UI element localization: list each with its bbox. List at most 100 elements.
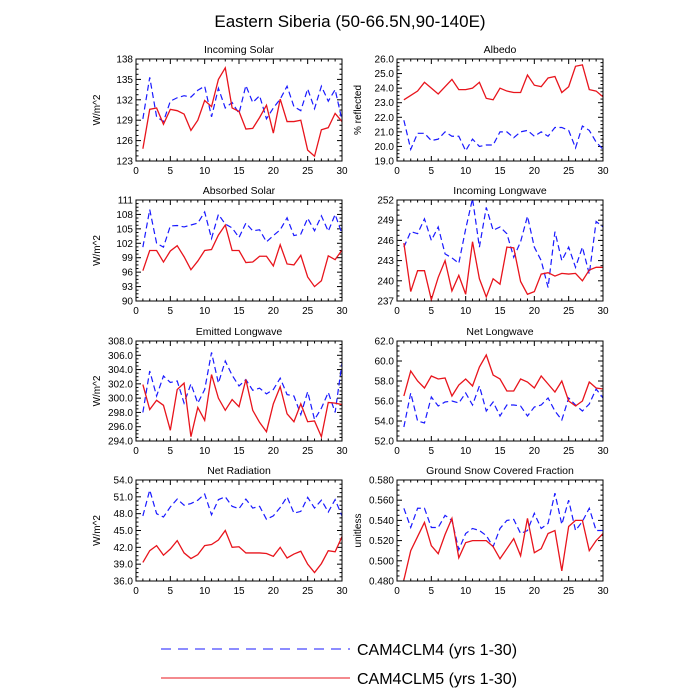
plot-frame: [396, 479, 604, 582]
panel-title: Emitted Longwave: [196, 326, 283, 338]
x-tick-label: 10: [460, 306, 472, 317]
plot-frame: [135, 199, 343, 302]
y-tick-label: 58.0: [375, 377, 395, 388]
series-line-cam4clm5: [142, 65, 343, 158]
x-tick-label: 10: [460, 166, 472, 177]
y-tick-label: 0.500: [369, 556, 394, 567]
y-tick-label: 298.0: [108, 408, 133, 419]
legend-label-cam4clm4: CAM4CLM4 (yrs 1-30): [357, 642, 517, 659]
x-tick-label: 25: [302, 446, 314, 457]
y-tick-label: 123: [116, 157, 133, 168]
x-tick-label: 5: [429, 306, 435, 317]
x-tick-label: 15: [233, 166, 245, 177]
x-tick-label: 0: [133, 306, 139, 317]
y-tick-label: 19.0: [375, 157, 395, 168]
x-tick-label: 20: [268, 586, 280, 597]
y-tick-label: 93: [122, 282, 134, 293]
x-tick-label: 30: [597, 166, 609, 177]
y-tick-label: 99: [122, 253, 134, 264]
y-tick-label: 54.0: [375, 417, 395, 428]
series-line-cam4clm4: [403, 384, 604, 428]
panel-ground-snow-covered-fraction: Ground Snow Covered Fraction unitless 0.48…: [353, 465, 609, 597]
y-tick-label: 36.0: [114, 577, 134, 588]
y-tick-label: 0.560: [369, 496, 394, 507]
panel-title: Net Longwave: [466, 326, 533, 338]
y-tick-label: 129: [116, 116, 133, 127]
x-tick-label: 15: [494, 166, 506, 177]
x-tick-label: 15: [494, 446, 506, 457]
y-tick-label: 102: [116, 239, 133, 250]
y-tick-label: 23.0: [375, 98, 395, 109]
y-axis-label: W/m^2: [92, 235, 103, 266]
x-tick-label: 25: [302, 586, 314, 597]
y-tick-label: 252: [377, 196, 394, 207]
y-tick-label: 132: [116, 95, 133, 106]
x-tick-label: 20: [529, 166, 541, 177]
x-tick-label: 0: [133, 586, 139, 597]
x-tick-label: 10: [199, 166, 211, 177]
series-line-cam4clm4: [142, 352, 343, 422]
y-tick-label: 22.0: [375, 113, 395, 124]
x-tick-label: 20: [529, 586, 541, 597]
x-tick-label: 20: [529, 306, 541, 317]
series-line-cam4clm4: [142, 209, 343, 249]
y-tick-label: 126: [116, 136, 133, 147]
x-tick-label: 30: [336, 586, 348, 597]
panel-title: Absorbed Solar: [203, 185, 276, 197]
x-tick-label: 0: [394, 586, 400, 597]
x-tick-label: 20: [268, 446, 280, 457]
x-tick-label: 20: [268, 306, 280, 317]
x-tick-label: 5: [168, 306, 174, 317]
x-tick-label: 0: [133, 166, 139, 177]
y-axis-label: unitless: [353, 514, 364, 548]
x-tick-label: 30: [336, 446, 348, 457]
x-tick-label: 25: [563, 446, 575, 457]
y-tick-label: 240: [377, 276, 394, 287]
y-tick-label: 246: [377, 236, 394, 247]
y-tick-label: 302.0: [108, 379, 133, 390]
y-tick-label: 21.0: [375, 127, 395, 138]
x-tick-label: 15: [233, 446, 245, 457]
series-line-cam4clm5: [142, 223, 343, 288]
panel-net-radiation: Net RadiationW/m^236.039.042.045.048.051…: [92, 465, 348, 597]
y-axis-label: W/m^2: [92, 375, 103, 406]
x-tick-label: 15: [494, 306, 506, 317]
y-axis-label: W/m^2: [92, 94, 103, 125]
y-tick-label: 56.0: [375, 397, 395, 408]
y-tick-label: 294.0: [108, 437, 133, 448]
x-tick-label: 0: [394, 446, 400, 457]
panel-absorbed-solar: Absorbed SolarW/m^2909396991021051081110…: [92, 185, 348, 317]
y-tick-label: 24.0: [375, 84, 395, 95]
x-tick-label: 30: [597, 586, 609, 597]
y-tick-label: 108: [116, 210, 133, 221]
y-tick-label: 296.0: [108, 422, 133, 433]
y-tick-label: 308.0: [108, 337, 133, 348]
y-tick-label: 0.540: [369, 516, 394, 527]
y-tick-label: 0.520: [369, 536, 394, 547]
series-line-cam4clm5: [403, 241, 603, 303]
panel-title: Albedo: [484, 44, 517, 56]
y-tick-label: 138: [116, 55, 133, 66]
panel-title: Incoming Longwave: [453, 185, 547, 197]
series-line-cam4clm4: [403, 198, 604, 288]
legend: CAM4CLM4 (yrs 1-30) CAM4CLM5 (yrs 1-30): [161, 642, 517, 688]
x-tick-label: 5: [168, 586, 174, 597]
y-tick-label: 51.0: [114, 492, 134, 503]
panel-incoming-solar: Incoming Solar W/m^2 123 126 129 132 135 138 0 5 1…: [92, 44, 348, 177]
y-tick-label: 62.0: [375, 337, 395, 348]
plot-frame: [135, 479, 343, 582]
x-tick-label: 25: [563, 306, 575, 317]
x-tick-label: 10: [460, 586, 472, 597]
x-tick-label: 15: [233, 586, 245, 597]
y-tick-label: 300.0: [108, 394, 133, 405]
x-tick-label: 30: [597, 306, 609, 317]
x-tick-label: 0: [394, 166, 400, 177]
x-tick-label: 30: [336, 166, 348, 177]
y-tick-label: 249: [377, 216, 394, 227]
x-tick-label: 15: [494, 586, 506, 597]
y-tick-label: 105: [116, 224, 133, 235]
y-tick-label: 54.0: [114, 476, 134, 487]
panel-title: Net Radiation: [207, 465, 271, 477]
